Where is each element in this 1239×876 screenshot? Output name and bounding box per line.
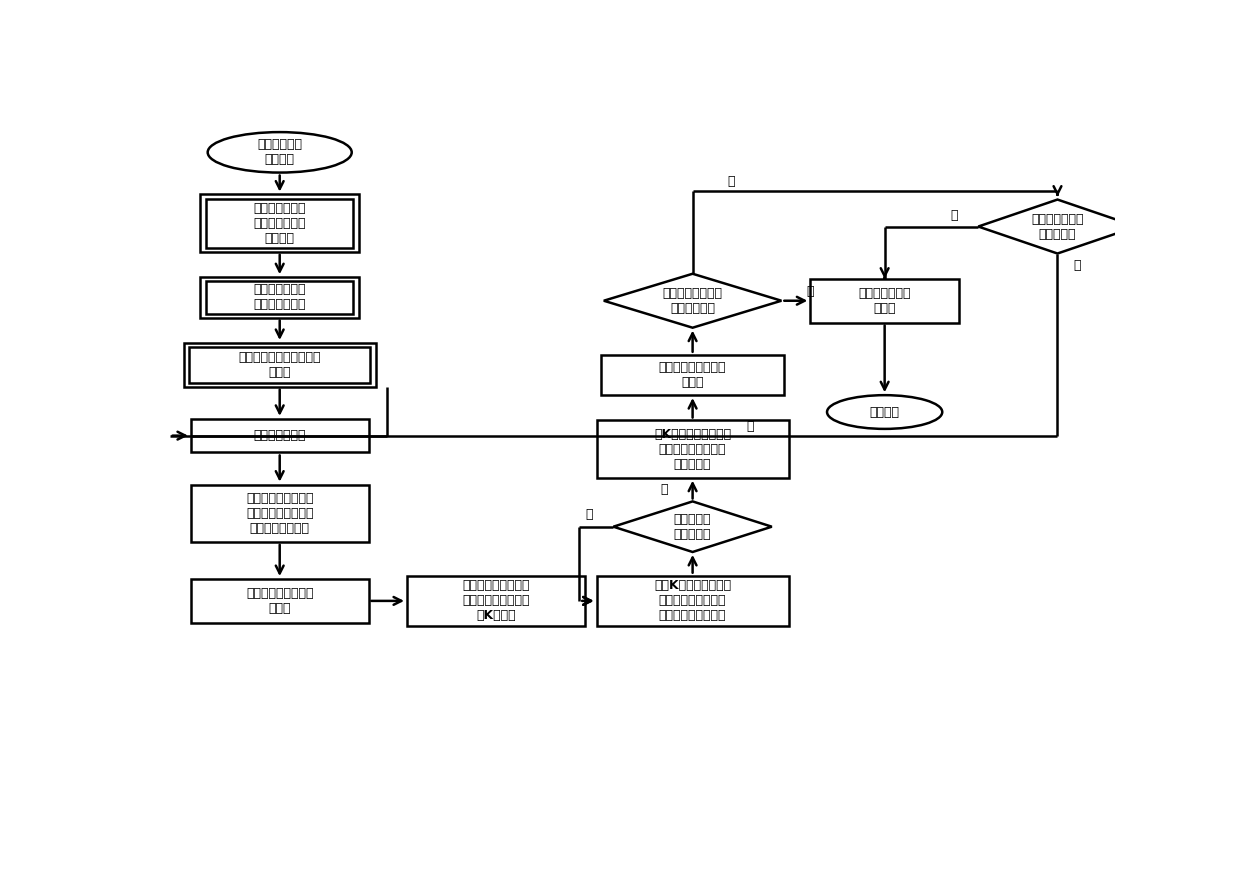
- Bar: [191, 419, 368, 453]
- Text: 对K维的所有可能异常
点根据指定的集成方
式进行集成: 对K维的所有可能异常 点根据指定的集成方 式进行集成: [654, 427, 731, 470]
- Text: 将该子系统中的遥测
参数看作一个高维空
间进行主成分分析: 将该子系统中的遥测 参数看作一个高维空 间进行主成分分析: [247, 491, 313, 534]
- Text: 是: 是: [807, 285, 814, 298]
- Text: 选取一个子系统: 选取一个子系统: [254, 429, 306, 442]
- Text: 选取超过指定阈值的
特征向量组成一个新
的K维空间: 选取超过指定阈值的 特征向量组成一个新 的K维空间: [462, 579, 529, 622]
- Text: 否: 否: [727, 175, 735, 187]
- Bar: [810, 279, 959, 322]
- Text: 是: 是: [746, 420, 755, 433]
- Text: 对所有遥测参数进行子系
统划分: 对所有遥测参数进行子系 统划分: [238, 350, 321, 378]
- Text: 计算每维遥测数据的
贡献度: 计算每维遥测数据的 贡献度: [247, 587, 313, 615]
- Text: 输出该系统的模
式异常: 输出该系统的模 式异常: [859, 286, 911, 314]
- Text: 否: 否: [660, 483, 668, 496]
- Bar: [191, 484, 368, 542]
- Text: 获取原始在轨
遥测数据: 获取原始在轨 遥测数据: [258, 138, 302, 166]
- Bar: [183, 343, 375, 386]
- Text: 是否还有子系统
未进行处理: 是否还有子系统 未进行处理: [1031, 213, 1084, 241]
- Text: 对处理后的遥测
数据进行标准化: 对处理后的遥测 数据进行标准化: [254, 283, 306, 311]
- Bar: [201, 194, 359, 251]
- Bar: [601, 355, 784, 395]
- Text: 选取K维空间的一维使
用指定的异常检测算
法进行模式异常检测: 选取K维空间的一维使 用指定的异常检测算 法进行模式异常检测: [654, 579, 731, 622]
- Text: 是否有超过指定阈
值的连续异常: 是否有超过指定阈 值的连续异常: [663, 286, 722, 314]
- Polygon shape: [603, 273, 782, 328]
- Bar: [190, 347, 370, 383]
- Text: 得到该子系统的所有
异常点: 得到该子系统的所有 异常点: [659, 361, 726, 389]
- Bar: [191, 579, 368, 623]
- Bar: [406, 576, 585, 626]
- Bar: [597, 576, 789, 626]
- Text: 否: 否: [950, 209, 958, 223]
- Text: 是: 是: [1073, 259, 1080, 272]
- Text: 对原始在轨遥测
数据进行补全和
压缩平滑: 对原始在轨遥测 数据进行补全和 压缩平滑: [254, 201, 306, 244]
- Ellipse shape: [828, 395, 943, 429]
- Polygon shape: [979, 200, 1136, 253]
- Bar: [597, 420, 789, 477]
- Ellipse shape: [208, 132, 352, 173]
- Text: 是否还有未
处理的维度: 是否还有未 处理的维度: [674, 512, 711, 540]
- Text: 算法结束: 算法结束: [870, 406, 900, 419]
- Text: 是: 是: [586, 508, 593, 521]
- Bar: [206, 281, 353, 314]
- Bar: [206, 199, 353, 248]
- Polygon shape: [613, 501, 772, 552]
- Bar: [201, 277, 359, 318]
